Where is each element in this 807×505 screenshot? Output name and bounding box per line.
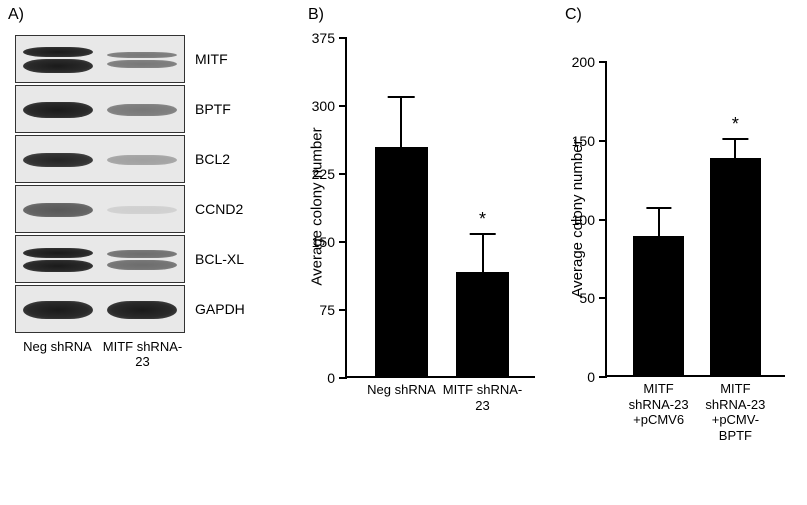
blot-band	[107, 260, 177, 270]
blot-band	[107, 104, 177, 116]
blot-lane	[16, 186, 100, 232]
chart-b-error-cap	[388, 96, 415, 98]
chart-b-y-tick	[339, 377, 347, 379]
blot-band	[107, 155, 177, 165]
chart-c-y-tick-label: 150	[572, 133, 595, 149]
chart-b-y-tick	[339, 241, 347, 243]
blot-row: GAPDH	[15, 285, 245, 333]
blot-lanes	[15, 135, 185, 183]
blot-row: MITF	[15, 35, 245, 83]
blot-band	[23, 248, 93, 258]
blot-lane	[100, 236, 184, 282]
blot-band	[107, 52, 177, 58]
blot-protein-label: BPTF	[195, 101, 231, 117]
panel-a-label: A)	[8, 6, 24, 24]
panel-c-label: C)	[565, 6, 582, 24]
western-blot: MITF BPTF BCL2 CCND2 BCL-XL GAPDH	[15, 35, 245, 335]
blot-band	[23, 260, 93, 272]
blot-lane	[16, 86, 100, 132]
chart-b-y-tick-label: 375	[312, 30, 335, 46]
blot-band	[23, 59, 93, 73]
chart-c-bar	[710, 158, 760, 375]
chart-b-bar	[375, 147, 428, 376]
blot-row: BPTF	[15, 85, 245, 133]
blot-protein-label: MITF	[195, 51, 228, 67]
blot-lane	[100, 86, 184, 132]
blot-band	[23, 102, 93, 118]
chart-c: Average colony number050100150200MITFshR…	[605, 62, 785, 377]
chart-b-error-bar	[482, 234, 484, 272]
blot-protein-label: CCND2	[195, 201, 243, 217]
chart-b-y-axis-label: Average colony number	[309, 37, 326, 377]
chart-c-error-bar	[658, 208, 660, 236]
blot-lanes	[15, 185, 185, 233]
chart-b-bar	[456, 272, 509, 376]
blot-lane-header: MITF shRNA-23	[100, 339, 185, 369]
blot-band	[107, 206, 177, 214]
blot-lane-labels: Neg shRNAMITF shRNA-23	[15, 339, 185, 369]
chart-b-plot-area: Average colony number075150225300375Neg …	[345, 38, 535, 378]
panel-b-label: B)	[308, 6, 324, 24]
blot-band	[23, 47, 93, 57]
blot-band	[23, 203, 93, 217]
chart-c-error-bar	[734, 139, 736, 158]
blot-lanes	[15, 85, 185, 133]
chart-c-y-tick	[599, 61, 607, 63]
chart-b-x-label: MITF shRNA-23	[442, 382, 523, 413]
blot-lane	[100, 286, 184, 332]
chart-c-error-cap	[646, 207, 671, 209]
blot-band	[107, 60, 177, 68]
chart-c-plot-area: Average colony number050100150200MITFshR…	[605, 62, 785, 377]
blot-lane	[16, 286, 100, 332]
chart-b-y-tick-label: 0	[327, 370, 335, 386]
chart-c-y-tick	[599, 297, 607, 299]
chart-b: Average colony number075150225300375Neg …	[345, 38, 535, 378]
blot-lane	[16, 236, 100, 282]
blot-band	[107, 301, 177, 319]
blot-band	[23, 301, 93, 319]
blot-row: CCND2	[15, 185, 245, 233]
chart-b-y-tick	[339, 309, 347, 311]
chart-c-y-tick-label: 0	[587, 369, 595, 385]
chart-c-y-tick	[599, 219, 607, 221]
blot-lane	[16, 36, 100, 82]
blot-lane	[100, 36, 184, 82]
chart-b-y-tick-label: 150	[312, 234, 335, 250]
blot-lane	[16, 136, 100, 182]
chart-b-y-tick-label: 75	[319, 302, 335, 318]
chart-c-significance-marker: *	[732, 114, 739, 135]
chart-b-error-cap	[469, 233, 496, 235]
chart-c-bar	[633, 236, 683, 375]
blot-protein-label: BCL2	[195, 151, 230, 167]
chart-c-y-tick	[599, 376, 607, 378]
blot-protein-label: BCL-XL	[195, 251, 244, 267]
chart-c-y-tick	[599, 140, 607, 142]
blot-lane-header: Neg shRNA	[15, 339, 100, 369]
blot-band	[107, 250, 177, 258]
blot-row: BCL2	[15, 135, 245, 183]
chart-b-significance-marker: *	[479, 209, 486, 230]
chart-c-y-tick-label: 100	[572, 212, 595, 228]
blot-lanes	[15, 285, 185, 333]
chart-b-x-label: Neg shRNA	[361, 382, 442, 398]
blot-lane	[100, 186, 184, 232]
blot-lanes	[15, 35, 185, 83]
chart-c-y-tick-label: 50	[579, 290, 595, 306]
chart-c-x-label: MITFshRNA-23+pCMV-BPTF	[697, 381, 774, 443]
blot-row: BCL-XL	[15, 235, 245, 283]
chart-b-y-tick-label: 225	[312, 166, 335, 182]
chart-b-y-tick-label: 300	[312, 98, 335, 114]
chart-b-y-tick	[339, 37, 347, 39]
chart-b-y-tick	[339, 105, 347, 107]
blot-protein-label: GAPDH	[195, 301, 245, 317]
chart-b-y-tick	[339, 173, 347, 175]
blot-lanes	[15, 235, 185, 283]
chart-b-error-bar	[400, 97, 402, 147]
blot-band	[23, 153, 93, 167]
chart-c-x-label: MITFshRNA-23+pCMV6	[620, 381, 697, 428]
chart-c-y-tick-label: 200	[572, 54, 595, 70]
chart-c-error-cap	[723, 138, 748, 140]
blot-lane	[100, 136, 184, 182]
